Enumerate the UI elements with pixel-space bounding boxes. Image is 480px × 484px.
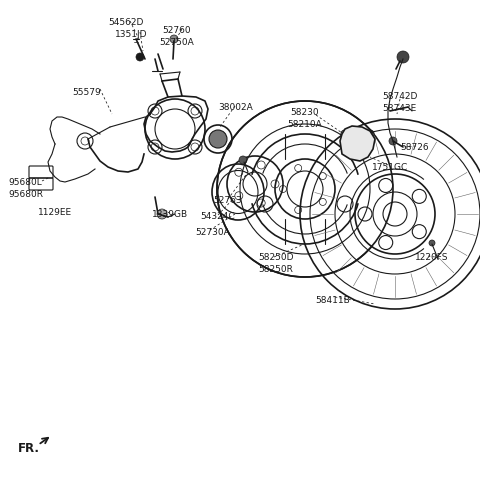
- Text: 95680R: 95680R: [8, 190, 43, 198]
- Circle shape: [136, 54, 144, 62]
- Text: 1351JD: 1351JD: [115, 30, 147, 39]
- Text: 54324C: 54324C: [200, 212, 235, 221]
- Text: 54562D: 54562D: [108, 18, 144, 27]
- Text: 58210A: 58210A: [287, 120, 322, 129]
- Text: 58250R: 58250R: [258, 264, 293, 273]
- Text: 1751GC: 1751GC: [372, 163, 408, 172]
- Circle shape: [209, 131, 227, 149]
- Text: 1220FS: 1220FS: [415, 253, 448, 261]
- Circle shape: [239, 157, 247, 165]
- Text: 1339GB: 1339GB: [152, 210, 188, 219]
- Text: 38002A: 38002A: [218, 103, 253, 112]
- Text: 58230: 58230: [290, 108, 319, 117]
- Circle shape: [157, 210, 167, 220]
- Text: 58726: 58726: [400, 143, 429, 151]
- Text: 52750A: 52750A: [159, 38, 194, 47]
- Text: 58250D: 58250D: [258, 253, 293, 261]
- Text: 52763: 52763: [213, 196, 241, 205]
- Text: 95680L: 95680L: [8, 178, 42, 187]
- Text: 58743E: 58743E: [382, 104, 416, 113]
- Circle shape: [397, 52, 409, 64]
- Text: FR.: FR.: [18, 441, 40, 454]
- Text: 58742D: 58742D: [382, 92, 418, 101]
- Text: 52730A: 52730A: [195, 227, 230, 237]
- Text: 1129EE: 1129EE: [38, 208, 72, 216]
- Circle shape: [170, 36, 178, 44]
- Text: 55579: 55579: [72, 88, 101, 97]
- Text: 52760: 52760: [162, 26, 191, 35]
- Circle shape: [429, 241, 435, 246]
- Circle shape: [389, 138, 397, 146]
- Polygon shape: [340, 127, 375, 162]
- Text: 58411B: 58411B: [315, 295, 350, 304]
